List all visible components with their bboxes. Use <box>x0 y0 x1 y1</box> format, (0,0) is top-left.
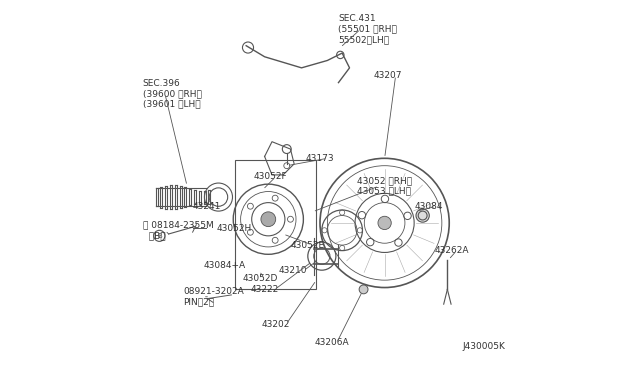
Text: J430005K: J430005K <box>462 342 505 351</box>
Circle shape <box>378 216 391 230</box>
Text: SEC.431
(55501 〈RH〉
55502〈LH〉: SEC.431 (55501 〈RH〉 55502〈LH〉 <box>339 14 397 44</box>
Circle shape <box>261 212 276 227</box>
Text: 43241: 43241 <box>193 202 221 211</box>
Text: 43202: 43202 <box>261 320 290 329</box>
Text: 43052E: 43052E <box>291 241 324 250</box>
Text: 43222: 43222 <box>250 285 278 294</box>
Text: 43084+A: 43084+A <box>204 261 246 270</box>
Text: SEC.396
(39600 〈RH〉
(39601 〈LH〉: SEC.396 (39600 〈RH〉 (39601 〈LH〉 <box>143 79 202 109</box>
Text: 43052H: 43052H <box>216 224 252 233</box>
Text: 43207: 43207 <box>374 71 402 80</box>
Text: 43052D: 43052D <box>243 274 278 283</box>
Text: 43173: 43173 <box>305 154 334 163</box>
Circle shape <box>416 209 429 222</box>
Text: 43210: 43210 <box>278 266 307 275</box>
Text: 08921-3202A
PINよ2〉: 08921-3202A PINよ2〉 <box>184 287 244 307</box>
Text: 43206A: 43206A <box>314 339 349 347</box>
Text: B: B <box>157 233 162 239</box>
Text: 43052 〈RH〉
43053 〈LH〉: 43052 〈RH〉 43053 〈LH〉 <box>357 176 412 196</box>
Text: 43084: 43084 <box>414 202 443 211</box>
Circle shape <box>359 285 368 294</box>
Text: 43052F: 43052F <box>253 172 287 181</box>
Text: Ⓑ 08184-2355M
  〈B〉: Ⓑ 08184-2355M 〈B〉 <box>143 221 214 240</box>
Text: 43262A: 43262A <box>435 246 469 255</box>
